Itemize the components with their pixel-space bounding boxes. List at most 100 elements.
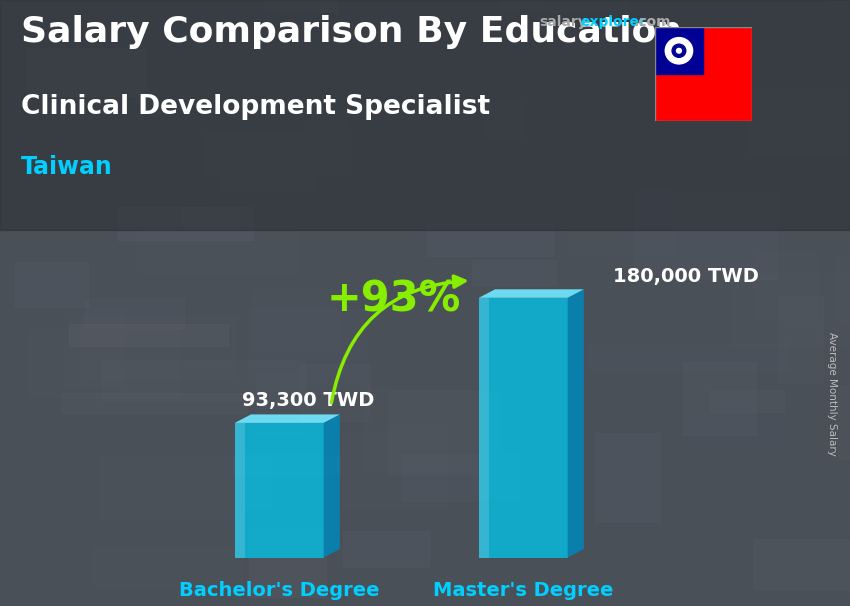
Bar — [9, 16, 67, 58]
Bar — [26, 48, 145, 96]
Polygon shape — [479, 289, 584, 298]
Bar — [828, 0, 850, 2]
Polygon shape — [667, 44, 673, 48]
Bar — [28, 329, 178, 397]
Bar — [729, 273, 850, 346]
Bar — [69, 324, 229, 347]
Text: Bachelor's Degree: Bachelor's Degree — [178, 581, 379, 599]
Bar — [85, 299, 184, 328]
Bar — [256, 371, 304, 433]
Bar — [233, 455, 339, 476]
Bar — [343, 530, 429, 567]
Bar — [676, 418, 793, 442]
Polygon shape — [666, 49, 671, 53]
Text: 180,000 TWD: 180,000 TWD — [614, 267, 759, 286]
Polygon shape — [685, 44, 691, 48]
Text: salary: salary — [540, 15, 587, 29]
Bar — [303, 120, 348, 147]
Bar — [479, 298, 490, 558]
Bar — [683, 362, 756, 435]
Bar — [362, 388, 472, 471]
Bar — [824, 70, 850, 102]
Bar — [92, 546, 242, 587]
Bar — [541, 61, 699, 121]
Bar — [249, 528, 326, 598]
Bar — [388, 391, 501, 474]
Polygon shape — [324, 415, 340, 558]
Bar — [754, 539, 850, 589]
Bar — [754, 109, 850, 133]
Polygon shape — [672, 39, 677, 45]
Text: Clinical Development Specialist: Clinical Development Specialist — [21, 94, 490, 120]
Bar — [184, 207, 241, 228]
Bar — [300, 364, 371, 421]
Bar — [751, 422, 840, 491]
Bar — [754, 362, 799, 448]
Polygon shape — [685, 53, 691, 58]
Bar — [220, 148, 315, 204]
Bar — [635, 190, 778, 279]
Bar — [201, 381, 250, 451]
Polygon shape — [677, 59, 681, 64]
Bar — [118, 207, 252, 240]
Bar — [479, 298, 568, 558]
Bar — [252, 289, 338, 351]
Bar — [464, 0, 572, 36]
Text: explorer: explorer — [581, 15, 647, 29]
Bar — [411, 282, 467, 307]
Bar — [778, 296, 823, 382]
Polygon shape — [687, 49, 693, 53]
Bar — [427, 53, 580, 122]
Bar — [264, 0, 337, 12]
Bar — [120, 30, 175, 120]
Bar — [654, 27, 703, 75]
Bar — [235, 423, 246, 558]
Bar — [807, 0, 850, 21]
Bar — [710, 390, 785, 411]
Bar — [212, 207, 377, 273]
Bar — [838, 386, 850, 459]
Circle shape — [672, 44, 686, 58]
Bar — [99, 456, 271, 519]
Bar — [454, 265, 563, 305]
Text: Average Monthly Salary: Average Monthly Salary — [827, 332, 837, 456]
Bar — [187, 132, 367, 175]
Polygon shape — [667, 53, 673, 58]
Bar — [246, 431, 447, 508]
Polygon shape — [681, 39, 686, 45]
Bar — [622, 468, 707, 528]
Circle shape — [666, 38, 693, 64]
Bar — [102, 360, 304, 401]
Bar — [319, 0, 485, 30]
Bar — [486, 50, 536, 140]
Bar — [762, 379, 823, 413]
Bar — [33, 381, 167, 422]
Text: Taiwan: Taiwan — [21, 155, 113, 179]
Bar — [472, 260, 556, 285]
Circle shape — [677, 48, 682, 53]
Bar — [560, 442, 615, 507]
Bar — [178, 243, 338, 278]
Bar — [572, 75, 749, 150]
Bar — [60, 435, 217, 479]
Text: +93%: +93% — [326, 279, 461, 321]
Polygon shape — [235, 415, 340, 423]
Bar — [235, 423, 324, 558]
Bar — [520, 545, 566, 602]
Bar — [396, 216, 487, 277]
Bar — [745, 88, 850, 157]
Bar — [81, 315, 237, 381]
Bar — [205, 113, 351, 192]
Bar — [428, 224, 553, 256]
Bar — [439, 136, 556, 208]
Bar — [422, 100, 524, 186]
Bar — [402, 454, 518, 501]
Text: .com: .com — [634, 15, 672, 29]
Bar — [587, 344, 789, 371]
Bar — [502, 0, 626, 13]
Bar — [63, 308, 125, 389]
Bar — [784, 531, 850, 553]
Polygon shape — [677, 38, 681, 43]
Bar — [836, 256, 850, 323]
Bar — [137, 208, 297, 273]
